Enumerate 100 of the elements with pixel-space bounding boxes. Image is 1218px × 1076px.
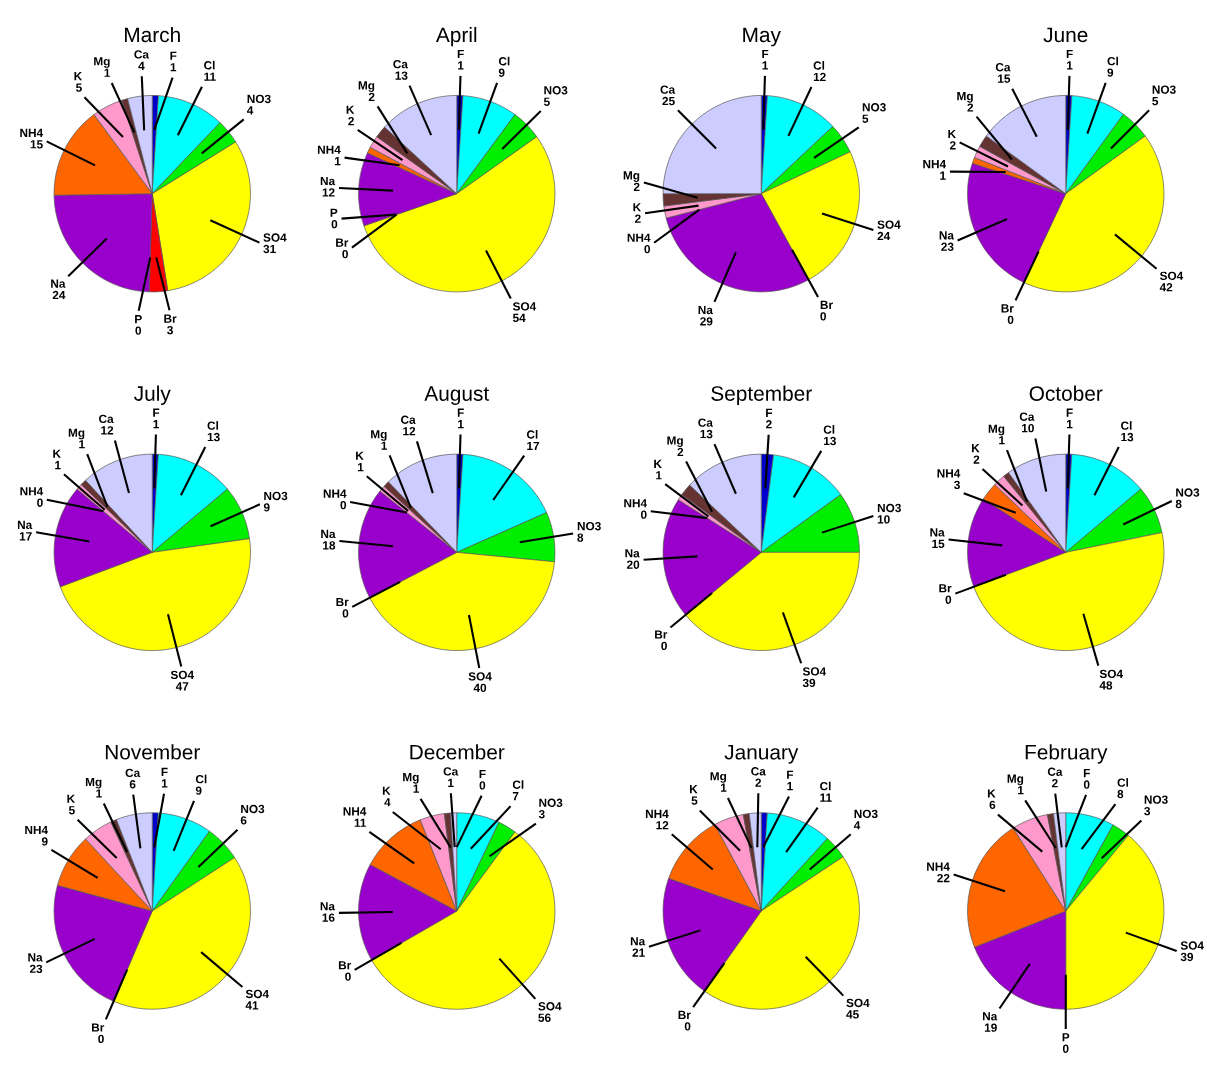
data-label: 2 [368, 92, 375, 101]
slice-label: Na [28, 953, 43, 962]
slice-label: Na [320, 902, 336, 911]
slice-label: SO4 [512, 302, 537, 311]
text: 0 [684, 1022, 691, 1031]
data-label: 1 [153, 420, 159, 429]
data-label: 1 [413, 784, 420, 793]
slice-label: K [654, 459, 662, 468]
chart-title: June [1043, 27, 1088, 43]
slice-label: NO3 [577, 522, 601, 531]
slice-label: Mg [710, 772, 727, 783]
category-label: Br [820, 300, 833, 309]
chart-title: March [125, 26, 180, 43]
data-label: 1 [940, 171, 946, 180]
slice-label: NO3 [544, 86, 568, 95]
slice-label: NH4 [927, 862, 950, 871]
category-label: P [135, 315, 142, 324]
data-label: 2 [949, 141, 956, 150]
category-label: Br [92, 1023, 105, 1032]
data-label: 12 [656, 821, 669, 830]
slice-label: NO3 [1176, 488, 1200, 497]
data-label: 11 [204, 72, 216, 81]
slice-label: K [53, 449, 61, 458]
data-label: 13 [207, 432, 220, 442]
slice-label: NH4 [645, 809, 669, 818]
data-label: 1 [762, 61, 769, 70]
slice-label: Mg [988, 424, 1005, 436]
data-label: 2 [348, 116, 354, 126]
data-label: 13 [395, 71, 408, 80]
category-label: NH4 [624, 499, 648, 508]
data-label: 1 [96, 789, 102, 798]
data-label: 23 [29, 964, 43, 974]
legend-label: P [330, 208, 338, 217]
data-label: 39 [802, 678, 816, 688]
category-label: Br [338, 961, 352, 970]
slice-label: Ca [660, 85, 676, 94]
data-label: 4 [138, 61, 145, 70]
data-label: 16 [322, 913, 335, 922]
data-label: 8 [1117, 789, 1124, 799]
slice-label: Mg [68, 428, 85, 440]
slice-label: Cl [207, 421, 219, 430]
chart-title: February [1025, 744, 1108, 764]
slice-label: Na [698, 305, 713, 315]
data-label: 1 [1018, 786, 1024, 795]
data-label: 1 [334, 157, 341, 166]
data-label: 1 [381, 441, 388, 450]
slice-label: Ca [751, 767, 766, 776]
data-label: 3 [538, 810, 545, 819]
data-label: 13 [700, 429, 713, 439]
data-label: 23 [941, 242, 954, 251]
data-label: 10 [877, 515, 890, 524]
text: 0 [37, 498, 43, 507]
text: 0 [640, 510, 647, 519]
slice-label: F [1066, 408, 1073, 417]
slice-label: NO3 [264, 491, 288, 501]
slice-label: F [170, 51, 177, 60]
slice-label: Mg [85, 777, 102, 789]
slice-label: NO3 [877, 503, 901, 513]
data-label: 12 [101, 426, 114, 435]
data-label: 2 [766, 420, 772, 429]
slice-label: SO4 [170, 670, 194, 680]
slice-label: SO4 [846, 998, 870, 1008]
slice-label: K [382, 786, 391, 795]
slice-label: K [67, 794, 76, 803]
data-label: 29 [700, 317, 713, 326]
chart-title: July [134, 385, 171, 406]
slice-label: Ca [1047, 767, 1063, 776]
data-label: 17 [19, 532, 32, 541]
slice-label: SO4 [1099, 669, 1123, 679]
slice-label: SO4 [538, 1002, 562, 1011]
data-label: 21 [632, 948, 645, 957]
slice-label: Na [982, 1012, 998, 1021]
slice-label: NH4 [20, 128, 44, 137]
chart-title: January [724, 745, 799, 764]
slice-label: K [948, 129, 956, 138]
data-label: 24 [877, 231, 891, 241]
chart-title: August [424, 386, 490, 406]
data-label: 13 [823, 436, 836, 446]
slice-label: Ca [99, 414, 114, 424]
slice-label: K [987, 789, 996, 798]
data-label: 20 [626, 560, 640, 569]
data-label: 2 [1052, 779, 1058, 788]
text: 0 [644, 244, 651, 254]
data-label: 15 [30, 140, 43, 149]
data-label: 5 [1152, 96, 1159, 106]
slice-label: Cl [1121, 421, 1132, 430]
data-label: 54 [512, 313, 526, 323]
data-label: 1 [1067, 420, 1073, 429]
data-label: 1 [787, 782, 793, 791]
data-label: 6 [989, 800, 996, 810]
data-label: 47 [175, 682, 189, 691]
data-label: 9 [498, 68, 505, 77]
slice-label: Mg [1007, 774, 1024, 786]
data-label: 5 [68, 806, 75, 815]
slice-label: F [787, 770, 794, 779]
slice-label: NH4 [923, 160, 947, 169]
data-label: 18 [323, 541, 336, 550]
data-label: 17 [527, 441, 540, 450]
slice-label: Ca [995, 63, 1011, 72]
slice-label: Cl [1107, 56, 1118, 66]
